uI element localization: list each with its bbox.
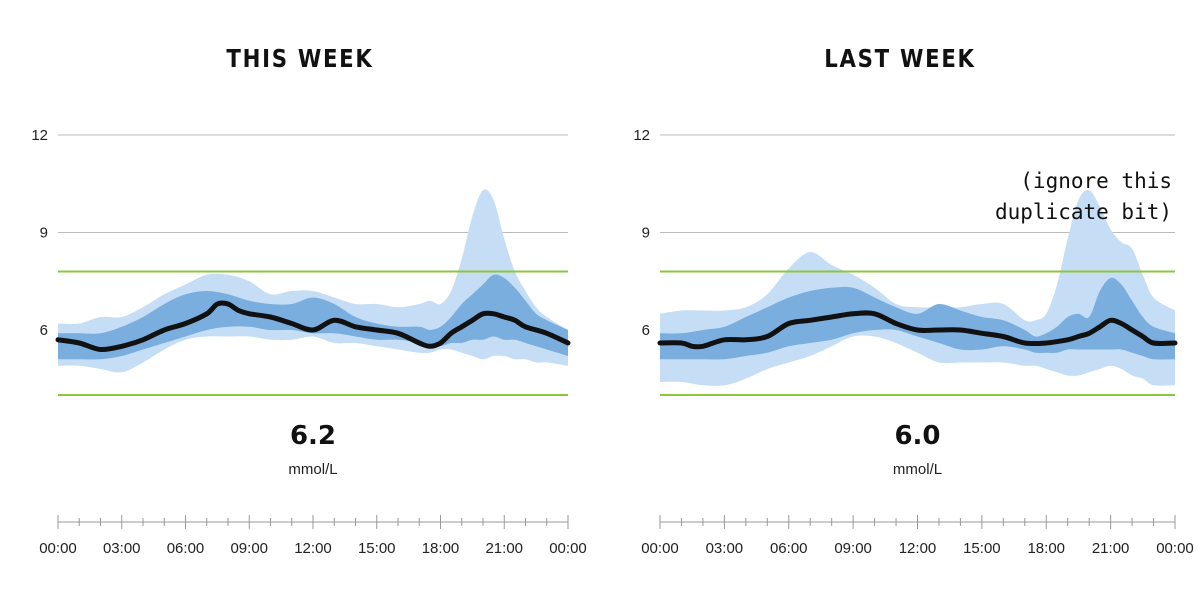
x-tick-label: 00:00 (549, 540, 587, 557)
inner-percentile-band (660, 277, 1175, 360)
average-unit: mmol/L (893, 461, 942, 478)
y-tick-label: 9 (642, 225, 650, 242)
x-tick-label: 09:00 (230, 540, 268, 557)
y-tick-label: 12 (31, 127, 48, 144)
x-tick-label: 03:00 (103, 540, 141, 557)
chart-title: THIS WEEK (226, 44, 374, 73)
chart-panel-this-week: THIS WEEK 6 9 12 6.2 mmol/L 00:00 03:00 06:00 09… (31, 44, 587, 557)
average-value: 6.0 (894, 421, 940, 451)
x-tick-label: 15:00 (963, 540, 1001, 557)
median-line (55, 300, 571, 353)
x-tick-label: 12:00 (899, 540, 937, 557)
x-tick-label: 00:00 (1156, 540, 1194, 557)
x-tick-label: 00:00 (641, 540, 679, 557)
y-tick-label: 9 (40, 225, 48, 242)
x-tick-label: 00:00 (39, 540, 77, 557)
x-tick-label: 18:00 (422, 540, 460, 557)
x-tick-label: 06:00 (770, 540, 808, 557)
x-tick-label: 15:00 (358, 540, 396, 557)
chart-svg: 6 9 12 6.0 mmol/L 00:00 03:00 06:00 09:00 12:00 15… (633, 127, 1194, 557)
x-tick-label: 21:00 (1092, 540, 1130, 557)
median-line (657, 310, 1178, 350)
y-tick-label: 6 (642, 322, 650, 339)
chart-svg: 6 9 12 6.2 mmol/L 00:00 03:00 06:00 09:00 12:00 15… (31, 127, 587, 557)
x-tick-label: 18:00 (1027, 540, 1065, 557)
annotation-text: duplicate bit) (995, 200, 1172, 224)
y-tick-label: 12 (633, 127, 650, 144)
y-tick-label: 6 (40, 322, 48, 339)
x-tick-label: 06:00 (167, 540, 205, 557)
x-tick-label: 03:00 (706, 540, 744, 557)
average-value: 6.2 (290, 421, 336, 451)
annotation-text: (ignore this (1020, 169, 1172, 193)
x-tick-label: 09:00 (834, 540, 872, 557)
x-tick-label: 21:00 (485, 540, 523, 557)
chart-panel-last-week: LAST WEEK 6 9 12 6.0 mmol/L 00:00 03:00 06:00 09… (600, 0, 1200, 600)
x-tick-label: 12:00 (294, 540, 332, 557)
average-unit: mmol/L (288, 461, 337, 478)
inner-percentile-band (58, 274, 568, 360)
chart-title: LAST WEEK (824, 44, 976, 73)
